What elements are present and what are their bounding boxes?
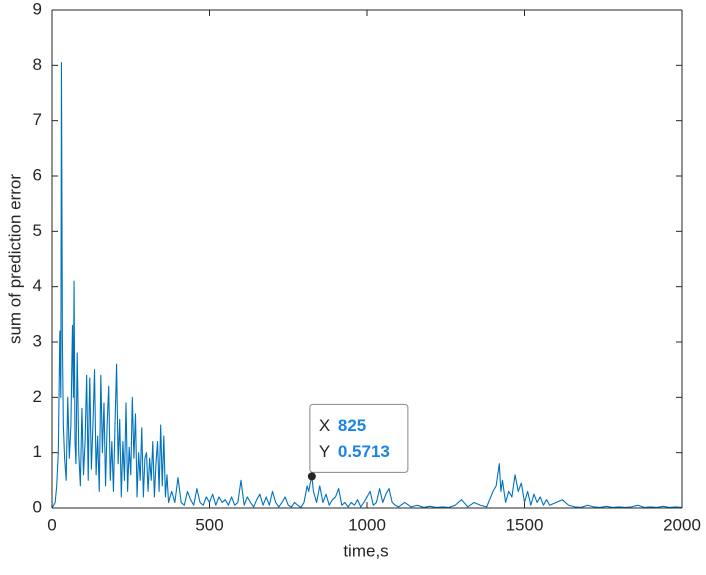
datatip-box bbox=[309, 403, 409, 473]
datatip-x-label: X bbox=[319, 416, 330, 435]
y-tick-label: 9 bbox=[33, 0, 42, 18]
y-tick-label: 8 bbox=[33, 55, 42, 74]
y-tick-label: 2 bbox=[33, 387, 42, 406]
x-tick-label: 1500 bbox=[506, 515, 544, 534]
x-tick-label: 1000 bbox=[348, 515, 386, 534]
y-tick-label: 3 bbox=[33, 331, 42, 350]
y-tick-label: 6 bbox=[33, 165, 42, 184]
y-tick-label: 4 bbox=[33, 276, 42, 295]
y-tick-label: 0 bbox=[33, 497, 42, 516]
datatip-marker bbox=[307, 472, 316, 481]
datatip-x-value: 825 bbox=[338, 416, 366, 435]
x-axis-label: time,s bbox=[343, 541, 388, 560]
y-tick-label: 7 bbox=[33, 110, 42, 129]
y-tick-label: 1 bbox=[33, 442, 42, 461]
data-line bbox=[51, 62, 683, 509]
y-tick-label: 5 bbox=[33, 221, 42, 240]
x-tick-label: 2000 bbox=[663, 515, 701, 534]
x-tick-label: 500 bbox=[195, 515, 223, 534]
datatip-y-value: 0.5713 bbox=[338, 442, 390, 461]
x-tick-label: 0 bbox=[47, 515, 56, 534]
y-axis-label: sum of prediction error bbox=[5, 174, 24, 344]
datatip-y-label: Y bbox=[319, 442, 330, 461]
